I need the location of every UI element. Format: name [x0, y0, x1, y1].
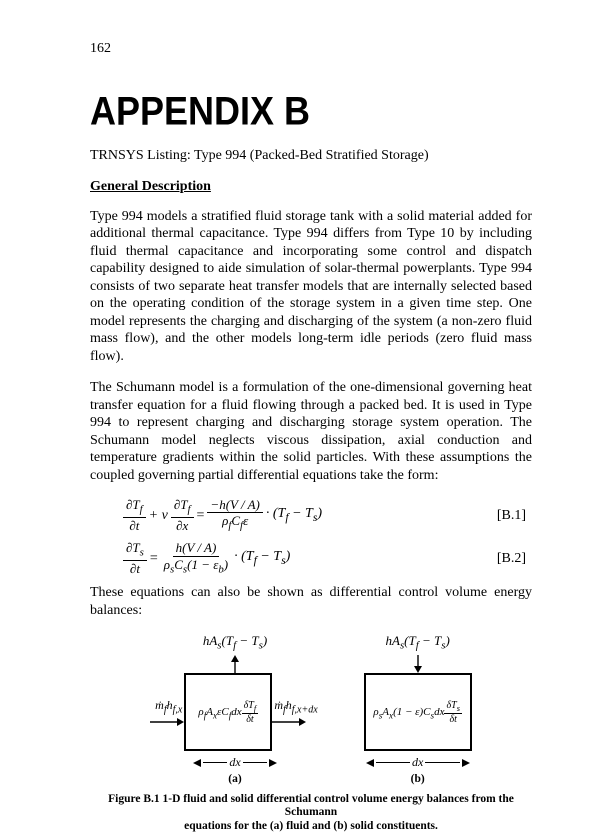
solid-sublabel: (b)	[411, 772, 425, 786]
subtitle: TRNSYS Listing: Type 994 (Packed-Bed Str…	[90, 147, 532, 165]
fluid-right-label: ṁfhf,x+dx	[272, 698, 319, 717]
fluid-sublabel: (a)	[228, 772, 241, 786]
arrow-right-icon	[267, 759, 277, 767]
paragraph-3: These equations can also be shown as dif…	[90, 584, 532, 619]
arrow-down-icon	[410, 655, 426, 673]
figure-b1: hAs(Tf − Ts) ṁfhf,x ρfAxεCfdxδTfδt ṁfhf,…	[90, 633, 532, 787]
paragraph-1: Type 994 models a stratified fluid stora…	[90, 208, 532, 366]
equation-b2-label: [B.2]	[497, 550, 532, 568]
arrow-right-icon	[150, 717, 184, 727]
fluid-dx-label: dx	[193, 755, 277, 770]
fluid-control-volume: hAs(Tf − Ts) ṁfhf,x ρfAxεCfdxδTfδt ṁfhf,…	[150, 633, 319, 787]
solid-control-volume: hAs(Tf − Ts) ρsAx(1 − ε)CsdxδTsδt dx (b)	[364, 633, 472, 787]
figure-caption: Figure B.1 1-D fluid and solid different…	[90, 793, 532, 834]
arrow-left-icon	[193, 759, 203, 767]
arrow-up-icon	[227, 655, 243, 673]
fluid-top-label: hAs(Tf − Ts)	[203, 633, 267, 653]
arrow-right-icon	[272, 717, 306, 727]
solid-top-label: hAs(Tf − Ts)	[386, 633, 450, 653]
arrow-right-icon	[460, 759, 470, 767]
fluid-cv-box: ρfAxεCfdxδTfδt	[184, 673, 272, 751]
solid-dx-label: dx	[366, 755, 470, 770]
solid-cv-box: ρsAx(1 − ε)CsdxδTsδt	[364, 673, 472, 751]
appendix-title: APPENDIX B	[90, 86, 532, 136]
page-number: 162	[90, 40, 532, 58]
equation-b2-body: ∂Ts∂t = h(V / A) ρsCs(1 − εb) · (Tf − Ts…	[90, 541, 290, 576]
equation-b2: ∂Ts∂t = h(V / A) ρsCs(1 − εb) · (Tf − Ts…	[90, 541, 532, 576]
fluid-left-label: ṁfhf,x	[153, 698, 184, 717]
paragraph-2: The Schumann model is a formulation of t…	[90, 379, 532, 484]
equation-b1-body: ∂Tf∂t + v ∂Tf∂x = −h(V / A) ρfCfε · (Tf …	[90, 498, 322, 533]
equation-b1-label: [B.1]	[497, 507, 532, 525]
equation-b1: ∂Tf∂t + v ∂Tf∂x = −h(V / A) ρfCfε · (Tf …	[90, 498, 532, 533]
section-heading: General Description	[90, 178, 532, 196]
arrow-left-icon	[366, 759, 376, 767]
